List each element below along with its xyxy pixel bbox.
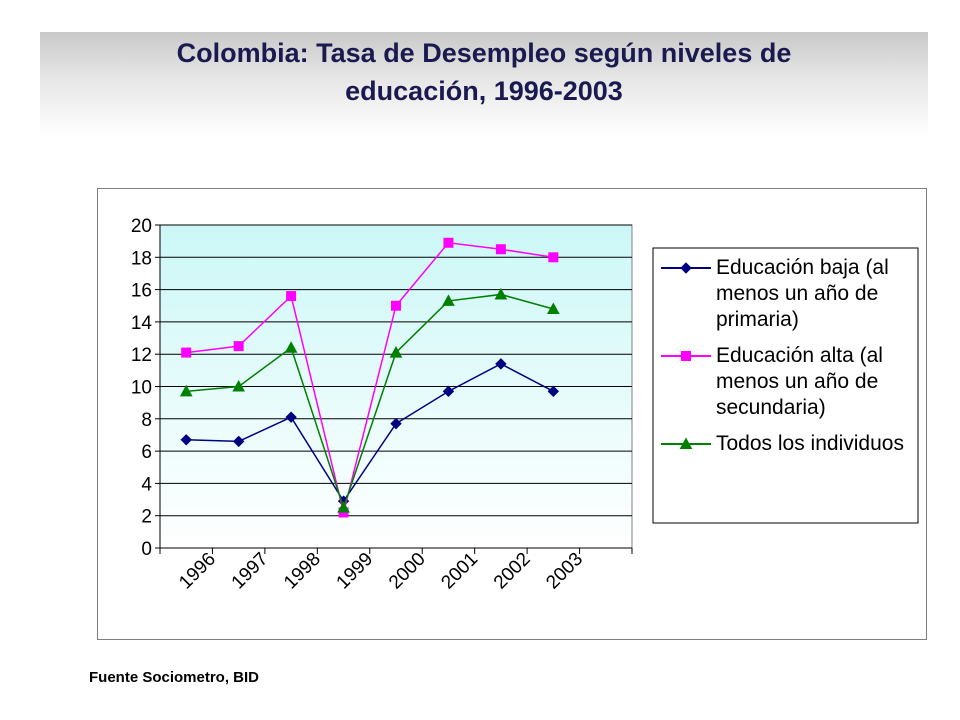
y-tick-label: 4 — [141, 474, 152, 495]
legend-label: menos un año de — [716, 282, 878, 305]
diamond-marker — [180, 434, 192, 446]
legend-item-1: Educación baja (al menos un año de primari… — [661, 256, 889, 331]
y-tick-label: 6 — [141, 442, 152, 463]
square-marker — [391, 300, 401, 311]
x-tick-label: 1996 — [175, 549, 220, 594]
x-tick-label: 2001 — [437, 549, 482, 594]
chart-frame: 0 2 4 6 8 10 12 14 16 18 20 1996 1997 1998 1999 2000 200… — [97, 188, 927, 640]
legend-label: Todos los individuos — [716, 432, 904, 455]
triangle-marker — [284, 341, 298, 353]
diamond-marker — [442, 385, 455, 398]
diamond-marker — [680, 262, 692, 274]
triangle-marker — [337, 501, 350, 513]
square-marker — [443, 237, 454, 248]
diamond-marker — [547, 385, 560, 398]
triangle-marker — [389, 346, 403, 358]
square-marker — [681, 351, 691, 361]
y-tick-label: 8 — [141, 410, 152, 431]
square-marker — [495, 244, 506, 255]
triangle-marker — [442, 294, 455, 306]
y-tick-label: 16 — [131, 281, 152, 302]
diamond-marker — [495, 358, 507, 370]
x-tick-label: 1998 — [280, 549, 325, 594]
diamond-marker — [232, 435, 245, 448]
y-tick-label: 10 — [131, 378, 152, 399]
y-tick-label: 20 — [131, 216, 152, 237]
legend-label: secundaria) — [716, 396, 826, 419]
y-tick-label: 2 — [141, 507, 152, 528]
y-tick-label: 14 — [131, 313, 153, 334]
x-tick-label: 2003 — [542, 549, 587, 594]
legend-label: primaria) — [716, 308, 799, 331]
triangle-marker — [179, 384, 193, 397]
x-tick-label: 2002 — [490, 549, 535, 594]
triangle-marker — [679, 437, 693, 449]
x-tick-label: 1997 — [228, 549, 273, 594]
y-tick-label: 0 — [141, 539, 152, 560]
diamond-marker — [390, 417, 402, 430]
legend-label: Educación baja (al — [716, 256, 889, 279]
square-marker — [548, 252, 559, 263]
series-3 — [179, 287, 560, 513]
legend-box — [652, 247, 919, 524]
series-line — [186, 363, 554, 503]
triangle-marker — [494, 287, 508, 300]
legend-label: Educación alta (al — [716, 344, 883, 367]
diamond-marker — [285, 411, 297, 423]
x-tick-label: 2000 — [385, 549, 430, 594]
square-marker — [181, 347, 192, 358]
series-line — [186, 241, 554, 513]
triangle-marker — [546, 302, 560, 314]
square-marker — [286, 291, 297, 302]
legend-item-2: Educación alta (al menos un año de secunda… — [661, 344, 883, 419]
square-marker — [233, 341, 244, 352]
y-tick-label: 12 — [131, 345, 152, 366]
triangle-marker — [232, 379, 246, 392]
legend-item-3: Todos los individuos — [661, 432, 904, 455]
legend-label: menos un año de — [716, 370, 878, 393]
title-band — [40, 32, 928, 136]
y-tick-label: 18 — [131, 248, 152, 269]
source-note: Fuente Sociometro, BID — [89, 669, 260, 686]
x-tick-label: 1999 — [333, 549, 378, 594]
series-line — [186, 293, 554, 510]
chart-title: Colombia: Tasa de Desempleo según nivele… — [176, 38, 792, 106]
